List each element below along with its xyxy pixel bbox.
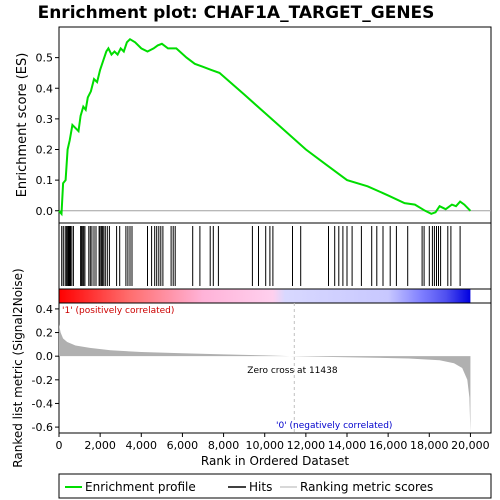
es-y-tick-label: 0.3 — [36, 113, 54, 126]
legend-box — [58, 473, 492, 499]
es-y-tick-label: 0.2 — [36, 144, 54, 157]
x-axis: 0 2,000 4,000 6,000 8,000 10,000 12,000 14,000 1… — [56, 433, 490, 452]
x-tick-label: 20,000 — [451, 439, 490, 452]
positive-label: '1' (positively correlated) — [62, 306, 174, 316]
x-tick-label: 16,000 — [369, 439, 408, 452]
x-tick-label: 14,000 — [328, 439, 367, 452]
metric-y-tick-label: -0.4 — [32, 397, 53, 410]
x-tick-label: 4,000 — [126, 439, 158, 452]
es-y-axis-label: Enrichment score (ES) — [15, 53, 30, 198]
metric-y-tick-label: 0.0 — [36, 350, 54, 363]
metric-y-tick-label: 0.4 — [36, 303, 54, 316]
metric-panel-frame — [58, 302, 492, 434]
es-panel-frame — [58, 26, 492, 224]
es-y-tick-label: 0.1 — [36, 174, 54, 187]
rank-color-bar — [59, 289, 471, 303]
legend-profile-label: Enrichment profile — [85, 480, 196, 494]
es-y-tick-label: 0.5 — [36, 52, 54, 65]
es-y-tick-label: 0.4 — [36, 82, 54, 95]
zero-cross-label: Zero cross at 11438 — [247, 366, 338, 376]
x-tick-label: 8,000 — [208, 439, 240, 452]
es-y-tick-label: 0.0 — [36, 205, 54, 218]
x-tick-label: 18,000 — [410, 439, 449, 452]
x-axis-label: Rank in Ordered Dataset — [201, 454, 349, 468]
x-tick-label: 10,000 — [245, 439, 284, 452]
metric-y-axis: 0.4 0.2 0.0 -0.2 -0.4 -0.6 — [32, 303, 59, 434]
x-tick-label: 6,000 — [167, 439, 199, 452]
x-tick-label: 0 — [56, 439, 63, 452]
es-y-axis: 0.0 0.1 0.2 0.3 0.4 0.5 — [36, 52, 59, 218]
hits-markers — [61, 226, 461, 286]
hits-panel-frame — [58, 222, 492, 290]
x-tick-label: 2,000 — [84, 439, 116, 452]
enrichment-profile-line — [58, 37, 472, 217]
legend-hits-label: Hits — [249, 480, 272, 494]
legend-metric-label: Ranking metric scores — [300, 480, 433, 494]
metric-y-tick-label: -0.6 — [32, 421, 53, 434]
metric-y-tick-label: -0.2 — [32, 374, 53, 387]
metric-y-tick-label: 0.2 — [36, 327, 54, 340]
x-tick-label: 12,000 — [287, 439, 326, 452]
metric-y-axis-label: Ranked list metric (Signal2Noise) — [11, 268, 25, 467]
chart-title: Enrichment plot: CHAF1A_TARGET_GENES — [38, 3, 435, 23]
negative-label: '0' (negatively correlated) — [276, 421, 392, 431]
